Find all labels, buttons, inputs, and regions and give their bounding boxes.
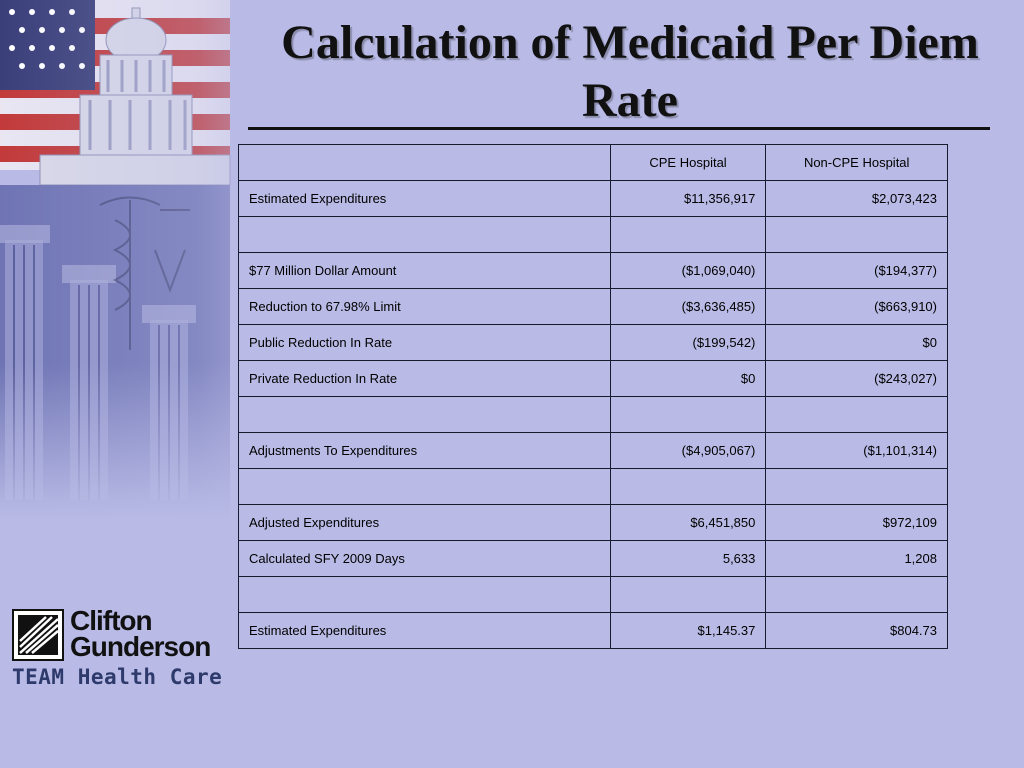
non-cpe-value: ($194,377) <box>765 252 948 289</box>
table-row: Adjusted Expenditures $6,451,850 $972,10… <box>238 504 948 541</box>
row-label <box>238 576 611 613</box>
non-cpe-value: $0 <box>765 324 948 361</box>
cpe-value: ($3,636,485) <box>609 288 767 325</box>
non-cpe-value: $2,073,423 <box>765 180 948 217</box>
row-label <box>238 468 611 505</box>
table-row: Calculated SFY 2009 Days 5,633 1,208 <box>238 540 948 577</box>
cpe-value <box>609 396 767 433</box>
row-label: Reduction to 67.98% Limit <box>238 288 611 325</box>
table-row <box>238 468 948 505</box>
table-row <box>238 396 948 433</box>
table-row: Reduction to 67.98% Limit ($3,636,485) (… <box>238 288 948 325</box>
title-underline <box>248 127 990 130</box>
logo-wordmark-line1: Clifton <box>70 605 153 636</box>
cpe-value: $1,145.37 <box>609 612 767 649</box>
non-cpe-value: ($243,027) <box>765 360 948 397</box>
non-cpe-value: $972,109 <box>765 504 948 541</box>
cpe-value: $6,451,850 <box>609 504 767 541</box>
table-row: Adjustments To Expenditures ($4,905,067)… <box>238 432 948 469</box>
page-title: Calculation of Medicaid Per Diem Rate <box>281 16 979 127</box>
header-cell-cpe-hospital: CPE Hospital <box>609 144 767 181</box>
cpe-value: $11,356,917 <box>609 180 767 217</box>
non-cpe-value: ($1,101,314) <box>765 432 948 469</box>
row-label <box>238 216 611 253</box>
row-label: Calculated SFY 2009 Days <box>238 540 611 577</box>
clifton-gunderson-logo-mark-icon <box>12 609 64 661</box>
non-cpe-value <box>765 396 948 433</box>
table-row: Estimated Expenditures $11,356,917 $2,07… <box>238 180 948 217</box>
table-row: Public Reduction In Rate ($199,542) $0 <box>238 324 948 361</box>
non-cpe-value <box>765 576 948 613</box>
logo-tagline: TEAM Health Care <box>12 665 223 689</box>
medicaid-per-diem-table: CPE Hospital Non-CPE Hospital Estimated … <box>238 144 948 649</box>
cpe-value <box>609 576 767 613</box>
row-label: Public Reduction In Rate <box>238 324 611 361</box>
cpe-value: ($1,069,040) <box>609 252 767 289</box>
table-row: Private Reduction In Rate $0 ($243,027) <box>238 360 948 397</box>
header-cell-non-cpe-hospital: Non-CPE Hospital <box>765 144 948 181</box>
row-label: Estimated Expenditures <box>238 612 611 649</box>
row-label: Estimated Expenditures <box>238 180 611 217</box>
row-label: Adjustments To Expenditures <box>238 432 611 469</box>
cpe-value: ($199,542) <box>609 324 767 361</box>
table-header-row: CPE Hospital Non-CPE Hospital <box>238 144 948 181</box>
non-cpe-value: 1,208 <box>765 540 948 577</box>
table-row <box>238 576 948 613</box>
cpe-value: ($4,905,067) <box>609 432 767 469</box>
table-row <box>238 216 948 253</box>
table-row: $77 Million Dollar Amount ($1,069,040) (… <box>238 252 948 289</box>
row-label <box>238 396 611 433</box>
cpe-value <box>609 216 767 253</box>
non-cpe-value <box>765 216 948 253</box>
row-label: Adjusted Expenditures <box>238 504 611 541</box>
cpe-value: $0 <box>609 360 767 397</box>
logo-wordmark-line2: Gunderson <box>70 631 211 662</box>
clifton-gunderson-logo: Clifton Gunderson TEAM Health Care <box>10 605 240 695</box>
non-cpe-value: ($663,910) <box>765 288 948 325</box>
row-label: Private Reduction In Rate <box>238 360 611 397</box>
cpe-value: 5,633 <box>609 540 767 577</box>
non-cpe-value <box>765 468 948 505</box>
row-label: $77 Million Dollar Amount <box>238 252 611 289</box>
cpe-value <box>609 468 767 505</box>
table-row: Estimated Expenditures $1,145.37 $804.73 <box>238 612 948 649</box>
non-cpe-value: $804.73 <box>765 612 948 649</box>
header-cell <box>238 144 611 181</box>
